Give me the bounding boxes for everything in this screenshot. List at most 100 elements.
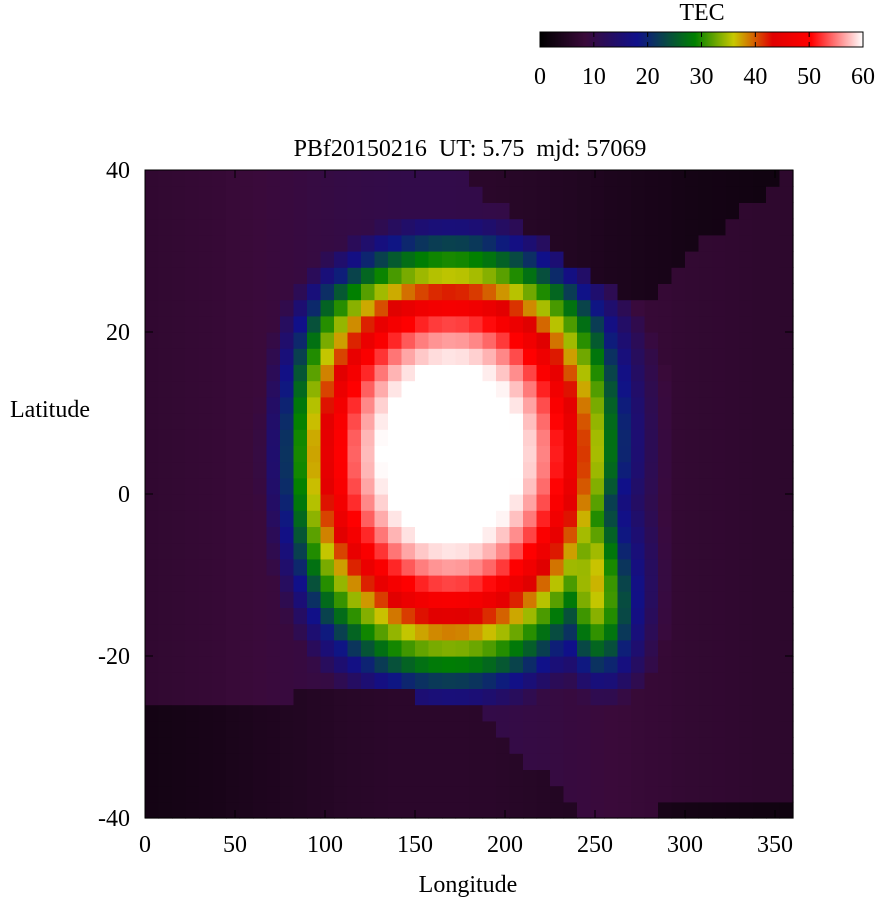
heatmap-cell bbox=[442, 591, 457, 608]
heatmap-cell bbox=[442, 267, 457, 284]
heatmap-cell bbox=[536, 753, 551, 770]
heatmap-cell bbox=[158, 558, 173, 576]
heatmap-cell bbox=[766, 218, 781, 236]
heatmap-cell bbox=[172, 251, 187, 268]
heatmap-cell bbox=[631, 769, 646, 787]
heatmap-cell bbox=[604, 753, 619, 770]
heatmap-cell bbox=[388, 542, 403, 560]
heatmap-cell bbox=[185, 461, 200, 479]
heatmap-cell bbox=[725, 299, 740, 317]
heatmap-cell bbox=[226, 785, 241, 803]
heatmap-cell bbox=[644, 753, 659, 770]
heatmap-cell bbox=[766, 623, 781, 641]
heatmap-cell bbox=[590, 315, 605, 333]
heatmap-cell bbox=[671, 688, 686, 706]
heatmap-cell bbox=[212, 526, 227, 544]
heatmap-cell bbox=[550, 413, 565, 430]
heatmap-cell bbox=[644, 656, 659, 673]
heatmap-cell bbox=[698, 396, 713, 414]
heatmap-cell bbox=[482, 332, 497, 349]
heatmap-cell bbox=[347, 737, 362, 754]
heatmap-cell bbox=[334, 170, 349, 187]
heatmap-cell bbox=[631, 542, 646, 560]
chart-title: PBf20150216 UT: 5.75 mjd: 57069 bbox=[294, 136, 647, 162]
heatmap-cell bbox=[631, 186, 646, 203]
heatmap-cell bbox=[563, 753, 578, 770]
heatmap-cell bbox=[590, 688, 605, 706]
heatmap-cell bbox=[145, 218, 160, 236]
heatmap-cell bbox=[307, 234, 322, 252]
heatmap-cell bbox=[590, 737, 605, 754]
heatmap-cell bbox=[374, 445, 389, 463]
heatmap-cell bbox=[523, 396, 538, 414]
heatmap-cell bbox=[253, 267, 268, 284]
heatmap-cell bbox=[469, 785, 484, 803]
heatmap-cell bbox=[536, 785, 551, 803]
heatmap-cell bbox=[253, 591, 268, 608]
heatmap-cell bbox=[158, 218, 173, 236]
heatmap-cell bbox=[766, 639, 781, 657]
heatmap-cell bbox=[347, 380, 362, 398]
heatmap-cell bbox=[671, 396, 686, 414]
heatmap-cell bbox=[685, 623, 700, 641]
heatmap-cell bbox=[361, 380, 376, 398]
heatmap-cell bbox=[496, 558, 511, 576]
heatmap-cell bbox=[469, 575, 484, 592]
heatmap-cell bbox=[536, 348, 551, 365]
heatmap-cell bbox=[482, 315, 497, 333]
heatmap-cell bbox=[482, 607, 497, 625]
heatmap-cell bbox=[185, 218, 200, 236]
heatmap-cell bbox=[253, 688, 268, 706]
heatmap-cell bbox=[199, 801, 214, 819]
heatmap-cell bbox=[212, 348, 227, 365]
heatmap-cell bbox=[725, 591, 740, 608]
heatmap-cell bbox=[212, 234, 227, 252]
heatmap-cell bbox=[185, 575, 200, 592]
heatmap-cell bbox=[563, 526, 578, 544]
heatmap-cell bbox=[428, 234, 443, 252]
heatmap-cell bbox=[199, 429, 214, 446]
heatmap-cell bbox=[455, 542, 470, 560]
heatmap-cell bbox=[577, 704, 592, 722]
heatmap-cell bbox=[563, 429, 578, 446]
heatmap-cell bbox=[347, 591, 362, 608]
heatmap-cell bbox=[523, 575, 538, 592]
heatmap-cell bbox=[685, 461, 700, 479]
heatmap-cell bbox=[685, 526, 700, 544]
heatmap-cell bbox=[712, 494, 727, 511]
heatmap-cell bbox=[212, 396, 227, 414]
heatmap-cell bbox=[239, 461, 254, 479]
heatmap-cell bbox=[509, 656, 524, 673]
heatmap-cell bbox=[401, 737, 416, 754]
heatmap-cell bbox=[766, 591, 781, 608]
heatmap-cell bbox=[739, 591, 754, 608]
heatmap-cell bbox=[766, 737, 781, 754]
heatmap-cell bbox=[442, 477, 457, 495]
heatmap-cell bbox=[334, 542, 349, 560]
heatmap-cell bbox=[563, 591, 578, 608]
heatmap-cell bbox=[253, 445, 268, 463]
heatmap-cell bbox=[563, 688, 578, 706]
heatmap-cell bbox=[698, 656, 713, 673]
heatmap-cell bbox=[779, 332, 794, 349]
heatmap-cell bbox=[509, 332, 524, 349]
heatmap-cell bbox=[428, 526, 443, 544]
heatmap-cell bbox=[334, 785, 349, 803]
heatmap-cell bbox=[253, 477, 268, 495]
heatmap-cell bbox=[725, 526, 740, 544]
heatmap-cell bbox=[266, 315, 281, 333]
heatmap-cell bbox=[307, 218, 322, 236]
heatmap-cell bbox=[536, 542, 551, 560]
heatmap-cell bbox=[604, 688, 619, 706]
heatmap-cell bbox=[725, 218, 740, 236]
heatmap-cell bbox=[172, 769, 187, 787]
heatmap-cell bbox=[509, 315, 524, 333]
heatmap-cell bbox=[496, 170, 511, 187]
heatmap-cell bbox=[469, 251, 484, 268]
heatmap-cell bbox=[172, 283, 187, 301]
heatmap-cell bbox=[469, 202, 484, 220]
heatmap-cell bbox=[563, 477, 578, 495]
heatmap-cell bbox=[752, 591, 767, 608]
heatmap-cell bbox=[415, 234, 430, 252]
heatmap-cell bbox=[496, 688, 511, 706]
